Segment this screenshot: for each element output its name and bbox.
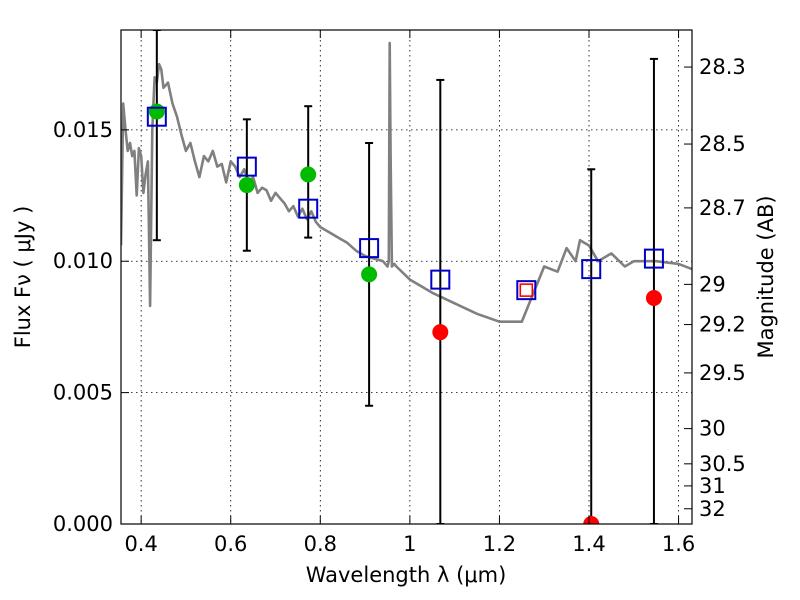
y-tick-label: 0.005 [53,381,113,405]
x-tick-label: 1.6 [662,532,695,556]
x-axis-label: Wavelength λ (μm) [306,563,507,587]
model-square [643,248,664,269]
x-tick-label: 0.4 [124,532,157,556]
x-tick-label: 0.6 [214,532,247,556]
data-point [583,516,600,524]
mag-tick-label: 28.3 [699,55,746,79]
data-point [645,290,662,307]
plot-frame [120,29,693,525]
model-square [298,198,319,219]
mag-tick-label: 30.5 [699,452,746,476]
spectrum-line [121,41,692,323]
mag-tick-label: 28.7 [699,196,746,220]
x-tick-label: 1 [403,532,416,556]
model-square [581,259,602,280]
mag-tick-label: 31 [699,474,726,498]
data-point [238,177,255,194]
data-point [300,166,317,183]
data-point [432,324,449,341]
plot-area [121,30,692,524]
y-tick-label: 0.010 [53,249,113,273]
mag-tick-label: 29 [699,272,726,296]
x-tick-label: 0.8 [304,532,337,556]
x-tick-label: 1.4 [572,532,605,556]
model-square [359,238,380,259]
right-y-axis-label: Magnitude (AB) [754,195,778,358]
mag-tick-label: 30 [699,417,726,441]
model-square-inner [519,283,534,297]
y-tick-label: 0.000 [53,512,113,536]
mag-tick-label: 29.2 [699,313,746,337]
model-square [430,269,451,290]
mag-tick-label: 29.5 [699,361,746,385]
mag-tick-label: 28.5 [699,132,746,156]
x-tick-label: 1.2 [483,532,516,556]
data-markers [146,103,664,524]
y-tick-label: 0.015 [53,118,113,142]
y-axis-label: Flux Fν ( μJy ) [11,206,35,349]
tick-labels: 0.4 0.6 0.8 1 1.2 1.4 1.6 0.000 0.005 0.010 0.015 2… [53,55,746,556]
data-point [361,266,378,283]
data-point [148,103,165,120]
model-square [236,156,257,177]
model-square [516,280,537,301]
axis-ticks [121,30,692,525]
model-square [146,106,167,127]
mag-tick-label: 32 [699,497,726,521]
